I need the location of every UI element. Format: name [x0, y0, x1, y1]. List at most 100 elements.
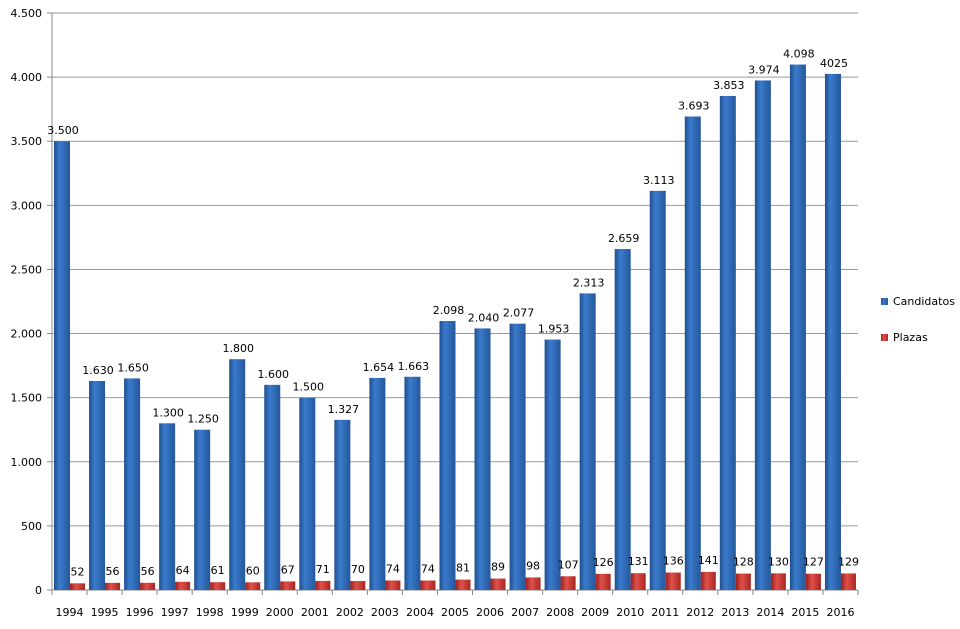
data-label-plazas: 64 — [176, 564, 190, 577]
x-tick-label: 1997 — [161, 606, 189, 619]
bar-plazas — [175, 581, 191, 590]
x-tick-label: 2009 — [581, 606, 609, 619]
data-label-plazas: 56 — [141, 565, 155, 578]
data-label-plazas: 52 — [71, 565, 85, 578]
bar-candidatos — [124, 378, 141, 590]
data-label-plazas: 127 — [803, 556, 824, 569]
bar-candidatos — [544, 339, 561, 590]
x-tick-label: 1995 — [91, 606, 119, 619]
bar-candidatos — [684, 116, 701, 590]
data-label-candidatos: 2.077 — [503, 307, 535, 320]
data-label-candidatos: 1.250 — [187, 413, 219, 426]
y-tick-label: 4.000 — [11, 71, 43, 84]
bar-candidatos — [474, 328, 491, 590]
bar-candidatos — [649, 190, 666, 590]
data-label-candidatos: 3.500 — [47, 124, 79, 137]
x-tick-label: 2000 — [266, 606, 294, 619]
x-tick-label: 2016 — [826, 606, 854, 619]
bar-candidatos — [579, 293, 596, 590]
data-label-plazas: 141 — [698, 554, 719, 567]
bar-plazas — [70, 583, 85, 590]
data-label-plazas: 71 — [316, 563, 330, 576]
bar-candidatos — [54, 141, 70, 590]
data-label-plazas: 130 — [768, 555, 789, 568]
bar-plazas — [735, 573, 751, 590]
bar-plazas — [770, 573, 786, 590]
bar-plazas — [525, 577, 541, 590]
x-tick-label: 2002 — [336, 606, 364, 619]
data-label-plazas: 74 — [421, 563, 435, 576]
bar-candidatos — [369, 377, 386, 590]
bar-plazas — [210, 582, 226, 590]
y-tick-label: 1.000 — [11, 456, 43, 469]
bar-candidatos — [754, 80, 771, 590]
data-label-candidatos: 1.663 — [398, 360, 430, 373]
x-tick-label: 2004 — [406, 606, 434, 619]
bar-candidatos — [159, 423, 176, 590]
x-tick-label: 2011 — [651, 606, 679, 619]
bar-plazas — [420, 580, 436, 590]
legend-swatch-plazas — [881, 334, 888, 341]
y-tick-label: 3.500 — [11, 135, 43, 148]
data-label-plazas: 81 — [456, 562, 470, 575]
data-label-plazas: 136 — [663, 555, 684, 568]
bar-candidatos — [719, 95, 736, 590]
bar-candidatos — [229, 359, 246, 590]
bar-plazas — [350, 581, 366, 590]
bar-candidatos — [789, 64, 806, 590]
bar-candidatos — [509, 323, 526, 590]
bar-plazas — [245, 582, 261, 590]
bar-candidatos — [439, 320, 456, 590]
bar-candidatos — [264, 384, 281, 590]
bar-plazas — [630, 573, 646, 590]
data-label-candidatos: 2.313 — [573, 276, 605, 289]
data-label-candidatos: 1.300 — [152, 406, 184, 419]
x-tick-label: 1999 — [231, 606, 259, 619]
x-tick-label: 2013 — [721, 606, 749, 619]
x-tick-label: 2001 — [301, 606, 329, 619]
data-label-plazas: 61 — [211, 564, 225, 577]
data-label-candidatos: 1.500 — [293, 381, 325, 394]
bar-plazas — [280, 581, 296, 590]
x-tick-label: 2007 — [511, 606, 539, 619]
bar-plazas — [490, 578, 506, 590]
data-label-plazas: 126 — [593, 556, 614, 569]
data-label-candidatos: 3.853 — [713, 79, 745, 92]
x-tick-label: 2010 — [616, 606, 644, 619]
y-tick-label: 4.500 — [11, 7, 43, 20]
bar-plazas — [385, 580, 401, 590]
x-tick-label: 2006 — [476, 606, 504, 619]
bar-plazas — [840, 573, 856, 590]
bar-candidatos — [614, 249, 631, 590]
bar-plazas — [140, 582, 156, 590]
legend-swatch-candidatos — [881, 298, 888, 305]
data-label-plazas: 60 — [246, 564, 260, 577]
y-tick-label: 2.000 — [11, 328, 43, 341]
bar-plazas — [455, 579, 471, 590]
data-label-candidatos: 1.630 — [82, 364, 114, 377]
data-label-candidatos: 1.953 — [538, 323, 570, 336]
data-label-plazas: 131 — [628, 555, 649, 568]
bar-plazas — [665, 572, 681, 590]
bar-candidatos — [299, 397, 316, 590]
y-tick-label: 500 — [21, 520, 42, 533]
x-tick-label: 1996 — [126, 606, 154, 619]
x-tick-label: 1994 — [56, 606, 84, 619]
data-label-candidatos: 2.040 — [468, 311, 500, 324]
y-tick-label: 1.500 — [11, 392, 43, 405]
data-label-candidatos: 1.654 — [363, 361, 395, 374]
x-tick-label: 2005 — [441, 606, 469, 619]
data-label-candidatos: 4.098 — [783, 48, 815, 61]
x-tick-label: 1998 — [196, 606, 224, 619]
x-tick-label: 2012 — [686, 606, 714, 619]
bar-candidatos — [334, 419, 351, 590]
x-tick-label: 2008 — [546, 606, 574, 619]
data-label-candidatos: 2.098 — [433, 304, 465, 317]
x-tick-label: 2003 — [371, 606, 399, 619]
data-label-candidatos: 1.650 — [117, 361, 149, 374]
data-label-plazas: 129 — [838, 555, 859, 568]
data-label-candidatos: 1.600 — [258, 368, 290, 381]
bar-plazas — [595, 573, 611, 590]
bar-plazas — [805, 573, 821, 590]
